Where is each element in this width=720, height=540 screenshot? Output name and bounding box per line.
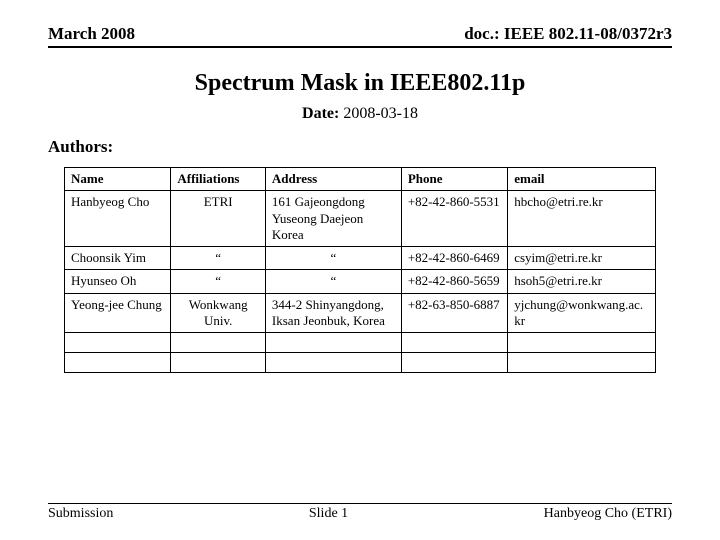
cell-email: yjchung@wonkwang.ac.kr	[508, 293, 656, 333]
cell-phone: +82-42-860-6469	[401, 247, 507, 270]
cell-email: hsoh5@etri.re.kr	[508, 270, 656, 293]
col-name: Name	[65, 168, 171, 191]
cell-phone: +82-42-860-5659	[401, 270, 507, 293]
authors-table: Name Affiliations Address Phone email Ha…	[64, 167, 656, 373]
page-footer: Submission Slide 1 Hanbyeog Cho (ETRI)	[48, 503, 672, 522]
cell-email: csyim@etri.re.kr	[508, 247, 656, 270]
table-row: Hanbyeog ChoETRI161 Gajeongdong Yuseong …	[65, 191, 656, 247]
cell-name: Yeong-jee Chung	[65, 293, 171, 333]
cell-addr: 344-2 Shinyangdong, Iksan Jeonbuk, Korea	[265, 293, 401, 333]
header-docref: doc.: IEEE 802.11-08/0372r3	[464, 24, 672, 44]
footer-center: Slide 1	[309, 506, 348, 522]
table-body: Hanbyeog ChoETRI161 Gajeongdong Yuseong …	[65, 191, 656, 373]
cell-email: hbcho@etri.re.kr	[508, 191, 656, 247]
footer-right: Hanbyeog Cho (ETRI)	[544, 506, 672, 522]
cell-addr: 161 Gajeongdong Yuseong Daejeon Korea	[265, 191, 401, 247]
col-affil: Affiliations	[171, 168, 266, 191]
table-row: Hyunseo Oh““+82-42-860-5659hsoh5@etri.re…	[65, 270, 656, 293]
page-title: Spectrum Mask in IEEE802.11p	[48, 70, 672, 97]
table-row: Yeong-jee ChungWonkwang Univ.344-2 Shiny…	[65, 293, 656, 333]
date-value: 2008-03-18	[343, 105, 418, 122]
col-email: email	[508, 168, 656, 191]
cell-name: Hyunseo Oh	[65, 270, 171, 293]
table-header-row: Name Affiliations Address Phone email	[65, 168, 656, 191]
cell-affil: “	[171, 247, 266, 270]
table-row-empty	[65, 353, 656, 373]
footer-left: Submission	[48, 506, 113, 522]
cell-affil: ETRI	[171, 191, 266, 247]
date-label: Date:	[302, 105, 339, 122]
col-phone: Phone	[401, 168, 507, 191]
cell-name: Choonsik Yim	[65, 247, 171, 270]
cell-addr: “	[265, 247, 401, 270]
header-date: March 2008	[48, 24, 135, 44]
table-row: Choonsik Yim““+82-42-860-6469csyim@etri.…	[65, 247, 656, 270]
cell-phone: +82-63-850-6887	[401, 293, 507, 333]
cell-addr: “	[265, 270, 401, 293]
page-header: March 2008 doc.: IEEE 802.11-08/0372r3	[48, 24, 672, 48]
cell-affil: “	[171, 270, 266, 293]
cell-name: Hanbyeog Cho	[65, 191, 171, 247]
authors-label: Authors:	[48, 137, 672, 157]
date-line: Date: 2008-03-18	[48, 105, 672, 123]
authors-table-wrap: Name Affiliations Address Phone email Ha…	[48, 167, 672, 373]
cell-phone: +82-42-860-5531	[401, 191, 507, 247]
table-row-empty	[65, 333, 656, 353]
cell-affil: Wonkwang Univ.	[171, 293, 266, 333]
col-addr: Address	[265, 168, 401, 191]
slide-page: March 2008 doc.: IEEE 802.11-08/0372r3 S…	[0, 0, 720, 540]
